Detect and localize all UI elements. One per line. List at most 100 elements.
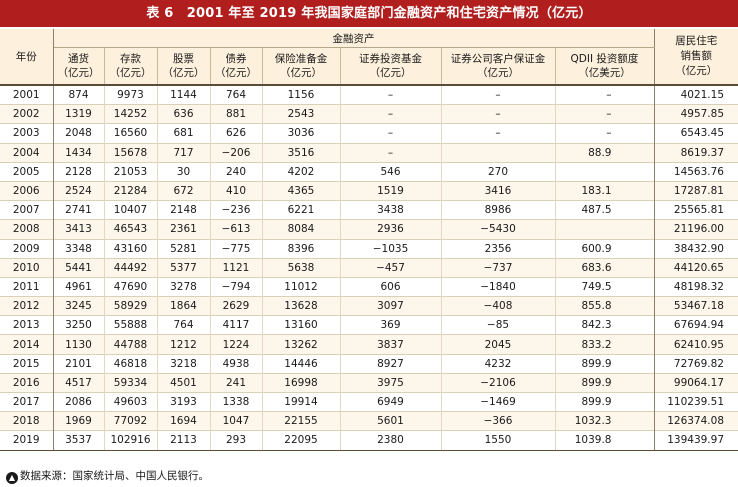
header-col-2: 股票 （亿元） — [156, 47, 210, 85]
value-cell: 15678 — [103, 142, 157, 163]
value-cell: 293 — [209, 430, 262, 451]
value-cell: 139439.97 — [653, 430, 738, 451]
value-cell: 17287.81 — [653, 180, 738, 201]
value-cell: 2361 — [156, 219, 210, 239]
value-cell: 59334 — [103, 372, 157, 393]
value-cell: 4938 — [209, 353, 262, 374]
value-cell: 21196.00 — [653, 219, 738, 239]
value-cell: 2128 — [52, 161, 104, 182]
header-col-0: 通货 （亿元） — [53, 47, 104, 85]
value-cell: 13628 — [261, 296, 340, 316]
year-cell: 2011 — [0, 276, 54, 297]
value-cell: 1224 — [209, 334, 262, 355]
header-housing-sales: 居民住宅 销售额 （亿元） — [653, 29, 738, 86]
table-row: 2001 874 9973 1144 764 1156– – –4021.15 — [0, 84, 738, 105]
value-cell: −2106 — [440, 372, 555, 393]
value-cell: 44788 — [103, 334, 157, 355]
value-cell: 881 — [209, 104, 262, 124]
value-cell: 8986 — [440, 200, 555, 220]
value-cell: 1144 — [156, 84, 210, 105]
value-cell: 3516 — [261, 142, 340, 163]
value-cell: −408 — [440, 296, 555, 316]
value-cell: 764 — [209, 84, 262, 105]
header-col-1: 存款 （亿元） — [103, 47, 157, 85]
value-cell: 1694 — [156, 411, 210, 431]
value-cell: 2086 — [52, 391, 104, 412]
value-cell: 1864 — [156, 296, 210, 316]
table-body: 2001 874 9973 1144 764 1156– – –4021.15 2002 1319… — [0, 84, 738, 451]
year-cell: 2003 — [0, 123, 54, 144]
year-cell: 2014 — [0, 334, 54, 355]
value-cell: 44120.65 — [653, 257, 738, 278]
value-cell: 4517 — [52, 372, 104, 393]
value-cell: 21284 — [103, 180, 157, 201]
value-cell: 764 — [156, 315, 210, 335]
value-cell: 3438 — [339, 200, 441, 220]
value-cell: 5638 — [261, 257, 340, 278]
value-cell: – — [440, 104, 555, 124]
value-cell: – — [339, 84, 441, 105]
value-cell: 22155 — [261, 411, 340, 431]
value-cell: 48198.32 — [653, 276, 738, 297]
year-cell: 2001 — [0, 84, 54, 105]
value-cell: 1047 — [209, 411, 262, 431]
value-cell: – — [554, 84, 654, 105]
value-cell: 72769.82 — [653, 353, 738, 374]
value-cell: 3097 — [339, 296, 441, 316]
value-cell: 4365 — [261, 180, 340, 201]
value-cell: 4501 — [156, 372, 210, 393]
table-row: 2014 1130 44788 1212 1224 13262 3837 2045 833.2 6… — [0, 334, 738, 355]
value-cell: 1130 — [52, 334, 104, 355]
table-row: 2011 4961 47690 3278 −794 11012 606 −1840 749.5 4… — [0, 276, 738, 297]
table-row: 2015 2101 46818 3218 4938 14446 8927 4232 899.9 7… — [0, 353, 738, 374]
value-cell: 672 — [156, 180, 210, 201]
value-cell: 8619.37 — [653, 142, 738, 163]
value-cell: 38432.90 — [653, 238, 738, 259]
value-cell: – — [440, 84, 555, 105]
value-cell: 240 — [209, 161, 262, 182]
value-cell: 126374.08 — [653, 411, 738, 431]
table-row: 2009 3348 43160 5281 −775 8396 −1035 2356 600.9 3… — [0, 238, 738, 259]
value-cell: 183.1 — [554, 180, 654, 201]
value-cell: 3537 — [52, 430, 104, 451]
value-cell: 5441 — [52, 257, 104, 278]
value-cell: 2741 — [52, 200, 104, 220]
value-cell: 3218 — [156, 353, 210, 374]
value-cell: 14563.76 — [653, 161, 738, 182]
value-cell: 5377 — [156, 257, 210, 278]
value-cell: 749.5 — [554, 276, 654, 297]
value-cell: 14446 — [261, 353, 340, 374]
value-cell: 4021.15 — [653, 84, 738, 105]
value-cell: 2380 — [339, 430, 441, 451]
year-cell: 2017 — [0, 391, 54, 412]
value-cell — [554, 161, 654, 182]
value-cell: 855.8 — [554, 296, 654, 316]
year-cell: 2016 — [0, 372, 54, 393]
value-cell: 53467.18 — [653, 296, 738, 316]
value-cell: 16998 — [261, 372, 340, 393]
value-cell: 77092 — [103, 411, 157, 431]
value-cell: 2629 — [209, 296, 262, 316]
value-cell: 270 — [440, 161, 555, 182]
value-cell: 62410.95 — [653, 334, 738, 355]
value-cell: −236 — [209, 200, 262, 220]
value-cell: 2048 — [52, 123, 104, 144]
value-cell: −206 — [209, 142, 262, 163]
value-cell: 681 — [156, 123, 210, 144]
value-cell — [440, 142, 555, 163]
value-cell: 874 — [52, 84, 104, 105]
value-cell: −1840 — [440, 276, 555, 297]
value-cell: −85 — [440, 315, 555, 335]
value-cell: 8927 — [339, 353, 441, 374]
value-cell: 1969 — [52, 411, 104, 431]
value-cell: – — [554, 104, 654, 124]
value-cell: 8396 — [261, 238, 340, 259]
value-cell: 1032.3 — [554, 411, 654, 431]
data-source-note: ▲ 数据来源：国家统计局、中国人民银行。 — [6, 468, 209, 484]
value-cell: – — [554, 123, 654, 144]
value-cell: 110239.51 — [653, 391, 738, 412]
value-cell: 8084 — [261, 219, 340, 239]
value-cell: 6543.45 — [653, 123, 738, 144]
value-cell: – — [339, 142, 441, 163]
value-cell: 16560 — [103, 123, 157, 144]
